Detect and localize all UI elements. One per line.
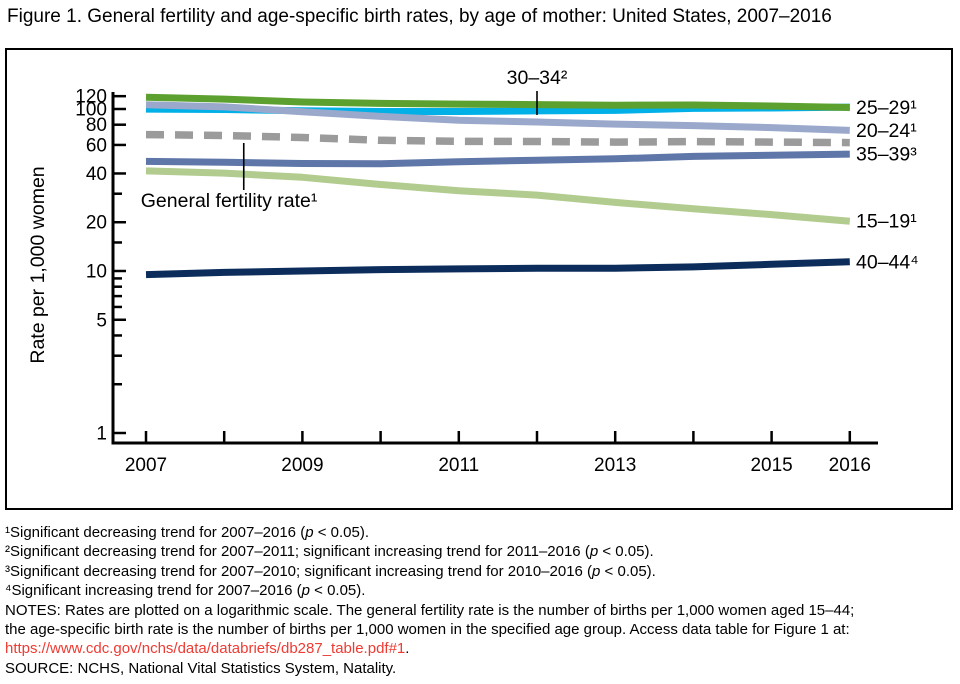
source-line: SOURCE: NCHS, National Vital Statistics … — [5, 659, 397, 677]
y-tick-label: 60 — [86, 135, 107, 156]
footnote-line-2: ²Significant decreasing trend for 2007–2… — [5, 542, 957, 561]
notes-line-1: NOTES: Rates are plotted on a logarithmi… — [5, 601, 855, 619]
footnote-italic-p: p — [305, 524, 314, 541]
series-label-40-44: 40–44⁴ — [856, 251, 919, 273]
y-tick-label: 10 — [86, 262, 107, 283]
footnote-text: < 0.05). — [313, 524, 369, 541]
series-line-gfr — [145, 130, 850, 147]
footnote-text: ²Significant decreasing trend for 2007–2… — [5, 543, 590, 561]
footnote-text: < 0.05). — [598, 543, 654, 561]
series-label-35-39: 35–39³ — [856, 144, 917, 166]
footnote-line-3: ³Significant decreasing trend for 2007–2… — [5, 562, 957, 581]
series-label-20-24: 20–24¹ — [856, 120, 917, 142]
annotation-label-30-34: 30–34² — [507, 67, 568, 89]
footnote-line-4: ⁴Significant increasing trend for 2007–2… — [5, 581, 957, 600]
footnotes-block: ¹Significant decreasing trend for 2007–2… — [5, 523, 957, 678]
notes-line-2: the age-specific birth rate is the numbe… — [5, 621, 850, 639]
footnote-italic-p: p — [592, 562, 601, 580]
x-tick-label: 2011 — [438, 455, 479, 476]
data-table-link[interactable]: https://www.cdc.gov/nchs/data/databriefs… — [5, 640, 406, 658]
footnote-text: < 0.05). — [309, 582, 366, 600]
x-tick-label: 2007 — [125, 455, 167, 476]
y-tick-label: 1 — [96, 424, 107, 445]
series-label-25-29: 25–29¹ — [856, 97, 917, 119]
series-label-15-19: 15–19¹ — [856, 211, 917, 233]
y-tick-label: 120 — [75, 87, 107, 108]
series-line-35-39 — [145, 150, 850, 168]
y-tick-label: 40 — [86, 164, 107, 185]
y-axis-title: Rate per 1,000 women — [27, 166, 49, 363]
footnote-italic-p: p — [301, 582, 310, 600]
x-tick-label: 2015 — [750, 455, 792, 476]
link-suffix-period: . — [405, 640, 410, 658]
x-tick-label: 2016 — [829, 455, 871, 476]
y-tick-label: 20 — [86, 213, 107, 234]
y-tick-label: 80 — [86, 115, 107, 136]
footnote-line-1: ¹Significant decreasing trend for 2007–2… — [5, 523, 957, 542]
x-tick-label: 2009 — [281, 455, 323, 476]
y-tick-label: 5 — [96, 310, 107, 331]
x-tick-label: 2013 — [594, 455, 636, 476]
footnote-italic-p: p — [589, 543, 599, 561]
series-line-20-24 — [145, 101, 850, 134]
series-line-25-29 — [145, 93, 850, 111]
chart-box: 1 5 10 20 40 60 80 100 120 2007 2009 2011 2013 2015 20… — [5, 48, 953, 510]
y-tick-label: 100 — [75, 100, 107, 121]
footnote-text: ¹Significant decreasing trend for 2007–2… — [5, 524, 306, 541]
footnote-text: ⁴Significant increasing trend for 2007–2… — [5, 582, 302, 600]
footnote-text: ³Significant decreasing trend for 2007–2… — [5, 562, 593, 580]
footnote-text: < 0.05). — [600, 562, 656, 580]
annotation-label-gfr: General fertility rate¹ — [141, 190, 318, 212]
data-table-link-line: https://www.cdc.gov/nchs/data/databriefs… — [5, 639, 957, 658]
series-line-15-19 — [145, 167, 851, 225]
figure-title: Figure 1. General fertility and age-spec… — [7, 6, 832, 27]
series-line-40-44 — [145, 258, 850, 279]
